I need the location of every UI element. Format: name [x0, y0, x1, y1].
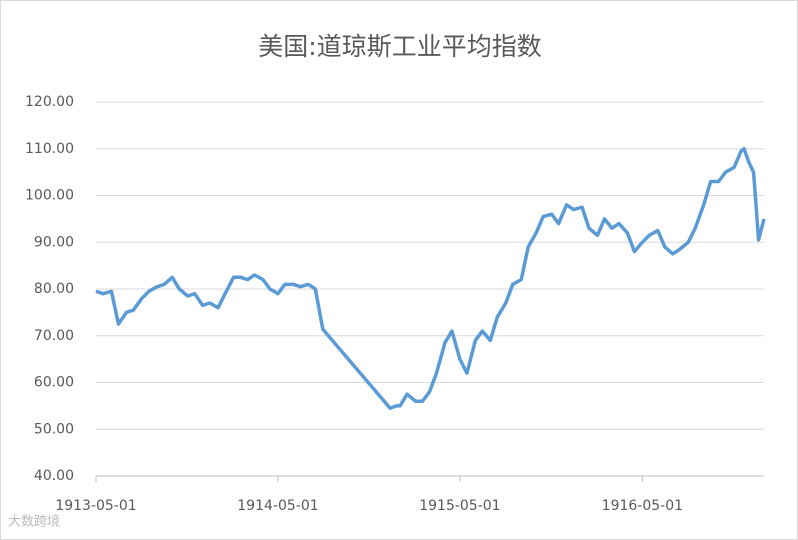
watermark: 大数跨境	[8, 515, 60, 530]
x-tick-label: 1916-05-01	[602, 498, 683, 514]
y-tick-label: 70.00	[34, 328, 74, 344]
x-tick-label: 1914-05-01	[237, 498, 318, 514]
y-tick-label: 90.00	[34, 234, 74, 250]
y-tick-label: 110.00	[25, 141, 74, 157]
x-tick-label: 1915-05-01	[419, 498, 500, 514]
y-tick-label: 100.00	[25, 188, 74, 204]
series-line	[95, 147, 766, 410]
x-tick-label: 1913-05-01	[55, 498, 136, 514]
y-tick-label: 40.00	[34, 468, 74, 484]
y-tick-label: 120.00	[25, 94, 74, 110]
y-tick-label: 80.00	[34, 281, 74, 297]
chart-title: 美国:道琼斯工业平均指数	[258, 32, 541, 61]
y-tick-label: 60.00	[34, 375, 74, 391]
y-tick-label: 50.00	[34, 421, 74, 437]
